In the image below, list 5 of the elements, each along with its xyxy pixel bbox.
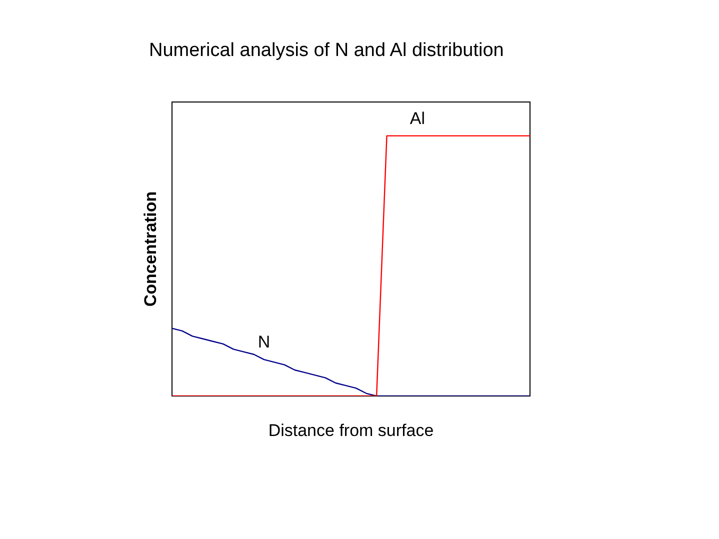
x-axis-title: Distance from surface: [268, 421, 434, 440]
chart-title: Numerical analysis of N and Al distribution: [149, 40, 504, 62]
series-label: Al: [410, 108, 426, 128]
y-axis-title: Concentration: [141, 191, 160, 307]
series-label: N: [258, 332, 270, 352]
